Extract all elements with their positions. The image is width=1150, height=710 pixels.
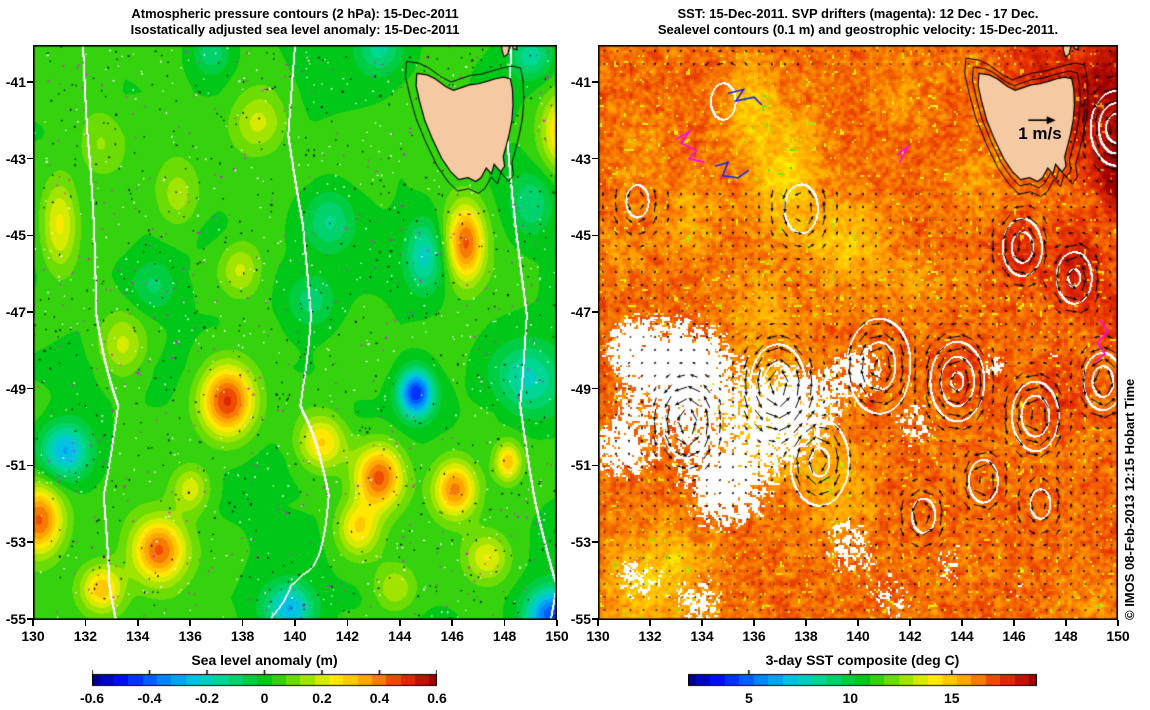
x-tick — [1065, 620, 1067, 626]
right-panel-title-line1: SST: 15-Dec-2011. SVP drifters (magenta)… — [677, 6, 1039, 21]
x-tick — [294, 620, 296, 626]
x-tick — [399, 620, 401, 626]
y-tick-label: -51 — [5, 457, 26, 474]
y-tick-label: -45 — [570, 227, 591, 244]
x-tick — [189, 620, 191, 626]
x-tick — [753, 620, 755, 626]
x-tick-label: 146 — [440, 628, 464, 644]
colorbar-tick-label: 0.2 — [312, 690, 332, 706]
x-tick-label: 130 — [586, 628, 610, 644]
left-panel-title-line1: Atmospheric pressure contours (2 hPa): 1… — [131, 6, 459, 21]
y-tick — [27, 541, 33, 543]
x-tick-label: 134 — [126, 628, 150, 644]
sea-level-anomaly-colorbar — [92, 670, 437, 688]
x-tick-label: 148 — [492, 628, 517, 644]
sst-colorbar — [688, 670, 1037, 688]
x-tick-label: 132 — [638, 628, 662, 644]
x-tick — [503, 620, 506, 626]
y-tick-label: -53 — [5, 534, 26, 551]
y-tick-label: -45 — [5, 227, 26, 244]
y-tick-label: -49 — [570, 380, 591, 397]
y-tick-label: -41 — [570, 73, 591, 90]
x-tick — [137, 620, 139, 626]
colorbar-tick-label: 0 — [260, 690, 269, 706]
x-tick-label: 142 — [335, 628, 360, 644]
y-tick — [27, 81, 33, 83]
x-tick — [1013, 620, 1015, 626]
y-tick-label: -43 — [5, 150, 26, 167]
x-tick-label: 132 — [73, 628, 98, 644]
y-tick — [592, 618, 598, 620]
x-tick-label: 138 — [794, 628, 818, 644]
right-panel-title-line2: Sealevel contours (0.1 m) and geostrophi… — [657, 22, 1059, 37]
x-tick — [451, 620, 453, 626]
x-tick — [805, 620, 807, 626]
y-tick-label: -47 — [570, 303, 591, 320]
y-tick — [592, 157, 598, 160]
x-tick-label: 150 — [1106, 628, 1130, 644]
x-tick-label: 134 — [690, 628, 714, 644]
y-tick — [27, 311, 33, 313]
velocity-scale-label: 1 m/s — [1018, 124, 1062, 143]
x-tick-label: 140 — [283, 628, 307, 644]
y-tick — [27, 618, 33, 620]
x-tick — [701, 620, 703, 626]
y-tick — [592, 311, 598, 313]
left-colorbar-label: Sea level anomaly (m) — [191, 652, 338, 668]
colorbar-tick-label: 15 — [943, 690, 960, 706]
y-tick-label: -53 — [570, 534, 591, 551]
x-tick-label: 144 — [950, 628, 974, 644]
y-tick-label: -51 — [570, 457, 591, 474]
x-tick — [1117, 620, 1119, 626]
x-tick-label: 130 — [21, 628, 45, 644]
y-tick — [592, 81, 598, 83]
colorbar-tick-label: 5 — [744, 690, 753, 706]
credit-text: © IMOS 08-Feb-2013 12:15 Hobart Time — [1122, 378, 1137, 620]
x-tick — [84, 620, 87, 626]
x-tick-label: 146 — [1002, 628, 1026, 644]
colorbar-tick-label: -0.2 — [194, 690, 220, 706]
colorbar-tick-label: -0.4 — [137, 690, 162, 706]
x-tick-label: 144 — [388, 628, 412, 644]
colorbar-tick-label: 0.6 — [427, 690, 447, 706]
x-tick-label: 150 — [545, 628, 569, 644]
colorbar-tick-label: 0.4 — [369, 690, 390, 706]
x-tick — [597, 620, 599, 626]
sea-level-anomaly-map — [33, 45, 557, 620]
x-tick-label: 142 — [898, 628, 922, 644]
y-tick — [27, 234, 33, 236]
y-tick-label: -49 — [5, 380, 26, 397]
sst-map — [598, 45, 1118, 620]
x-tick — [961, 620, 963, 626]
x-tick-label: 148 — [1054, 628, 1078, 644]
left-panel-title-line2: Isostatically adjusted sea level anomaly… — [130, 22, 460, 37]
x-tick — [857, 620, 859, 626]
y-tick-label: -55 — [570, 610, 591, 627]
y-tick-label: -41 — [5, 73, 26, 90]
y-tick — [592, 541, 598, 543]
x-tick-label: 136 — [742, 628, 766, 644]
x-tick — [556, 620, 558, 626]
colorbar-tick-label: -0.6 — [79, 690, 105, 706]
x-tick — [241, 620, 244, 626]
colorbar-tick-label: 10 — [842, 690, 859, 706]
y-tick — [592, 464, 598, 467]
x-tick — [32, 620, 34, 626]
x-tick — [346, 620, 349, 626]
right-colorbar-label: 3-day SST composite (deg C) — [765, 652, 960, 668]
y-tick — [592, 387, 598, 390]
y-tick-label: -43 — [570, 150, 591, 167]
x-tick-label: 136 — [178, 628, 202, 644]
y-tick — [27, 157, 33, 160]
y-tick — [27, 387, 33, 390]
x-tick-label: 138 — [230, 628, 255, 644]
x-tick — [649, 620, 651, 626]
x-tick-label: 140 — [846, 628, 870, 644]
y-tick — [27, 464, 33, 467]
x-tick — [909, 620, 911, 626]
y-tick — [592, 234, 598, 236]
y-tick-label: -55 — [5, 610, 26, 627]
y-tick-label: -47 — [5, 303, 26, 320]
